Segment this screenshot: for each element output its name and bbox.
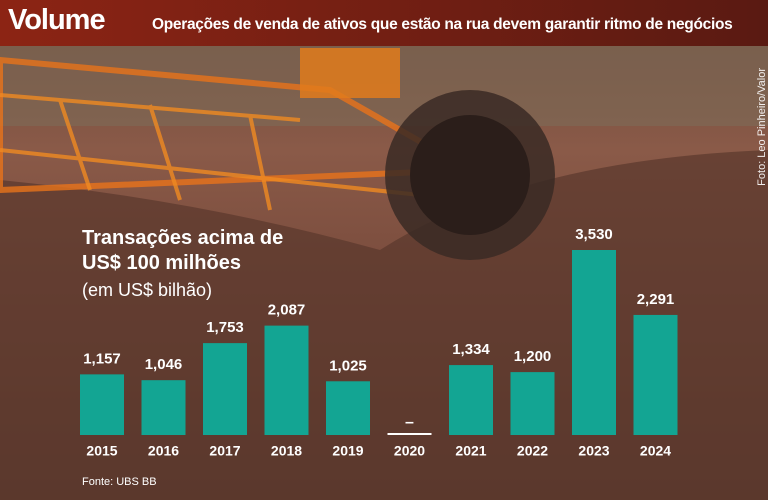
value-label: 2,087 xyxy=(268,302,306,319)
x-tick-label: 2018 xyxy=(271,443,302,459)
x-tick-label: 2015 xyxy=(86,443,117,459)
value-label: 1,334 xyxy=(452,341,490,358)
bar xyxy=(203,343,247,435)
bar xyxy=(449,365,493,435)
bar xyxy=(264,325,309,435)
x-tick-label: 2020 xyxy=(394,443,425,459)
x-tick-label: 2024 xyxy=(640,443,671,459)
header-subtitle: Operações de venda de ativos que estão n… xyxy=(152,16,733,33)
header-band xyxy=(0,0,768,46)
source: Fonte: UBS BB xyxy=(82,476,157,488)
bar xyxy=(633,314,678,435)
x-tick-label: 2017 xyxy=(209,443,240,459)
bar xyxy=(141,380,186,435)
x-tick-label: 2023 xyxy=(578,443,609,459)
bar xyxy=(572,250,616,435)
x-tick-label: 2022 xyxy=(517,443,548,459)
x-tick-label: 2019 xyxy=(332,443,363,459)
header-title: Volume xyxy=(8,4,106,36)
x-tick-label: 2016 xyxy=(148,443,179,459)
photo-credit: Foto: Leo Pinheiro/Valor xyxy=(756,68,768,186)
value-label: 1,753 xyxy=(206,319,244,336)
value-label: – xyxy=(405,414,414,431)
value-label: 2,291 xyxy=(637,291,675,308)
bar xyxy=(80,374,124,435)
x-tick-label: 2021 xyxy=(455,443,486,459)
bar xyxy=(510,372,555,435)
value-label: 1,025 xyxy=(329,357,367,374)
value-label: 1,157 xyxy=(83,350,121,367)
value-label: 1,200 xyxy=(514,348,552,365)
bar xyxy=(326,381,370,435)
chart-title: Transações acima de US$ 100 milhões xyxy=(82,227,284,274)
value-label: 3,530 xyxy=(575,226,613,243)
value-label: 1,046 xyxy=(145,356,183,373)
chart-subtitle: (em US$ bilhão) xyxy=(82,280,213,300)
